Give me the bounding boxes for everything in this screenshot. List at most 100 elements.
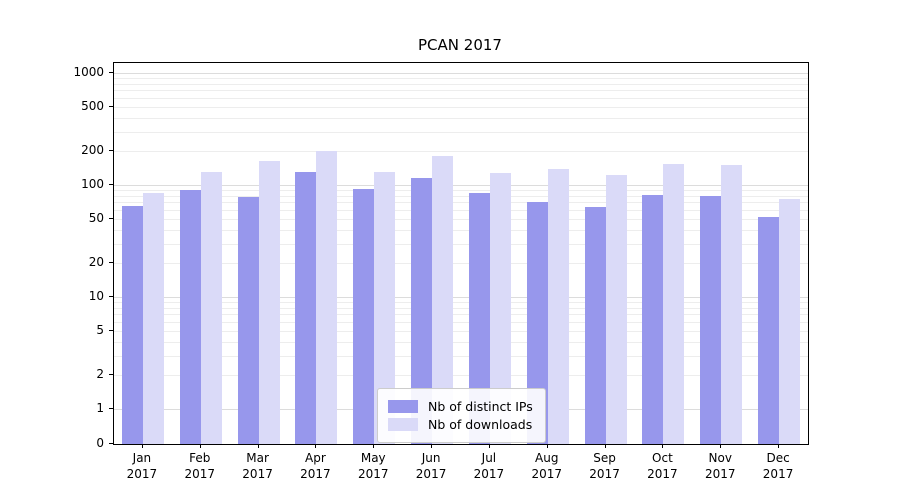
bar-downloads [200, 172, 222, 444]
x-tick-label: Aug 2017 [531, 451, 563, 481]
gridline [114, 330, 808, 332]
y-tick-mark [109, 296, 113, 297]
gridline [114, 209, 808, 211]
x-tick-mark [315, 444, 317, 448]
legend: Nb of distinct IPs Nb of downloads [377, 388, 546, 443]
y-tick-label: 2 [96, 367, 104, 382]
x-tick-mark [199, 444, 201, 448]
gridline [114, 218, 808, 220]
bar-distinct-ips [179, 190, 201, 444]
gridline [114, 195, 808, 197]
bar-distinct-ips [468, 192, 490, 444]
legend-item-downloads: Nb of downloads [388, 417, 533, 432]
x-tick-mark [488, 444, 490, 448]
x-tick-label: Apr 2017 [300, 451, 331, 481]
x-tick-label: Dec 2017 [762, 451, 794, 481]
gridline [114, 131, 808, 133]
y-tick-mark [109, 184, 113, 185]
bar-downloads [779, 198, 801, 444]
x-tick-label: Oct 2017 [647, 451, 678, 481]
x-tick-mark [604, 444, 606, 448]
y-tick-label: 0 [96, 436, 104, 450]
y-tick-label: 5 [96, 322, 104, 337]
y-tick-label: 10 [88, 289, 104, 303]
gridline [114, 263, 808, 265]
bar-distinct-ips [237, 197, 259, 444]
bar-downloads [547, 168, 569, 444]
y-tick-label: 20 [88, 255, 104, 270]
gridline [114, 202, 808, 204]
y-tick-mark [109, 408, 113, 409]
x-tick-label: Sep 2017 [589, 451, 620, 481]
bar-distinct-ips [700, 195, 722, 444]
gridline [114, 302, 808, 304]
bar-downloads [258, 160, 280, 444]
y-tick-mark [109, 105, 113, 107]
gridline [114, 190, 808, 192]
gridline [114, 314, 808, 316]
legend-swatch-distinct-ips [388, 400, 418, 413]
chart-title: PCAN 2017 [418, 36, 502, 54]
bar-distinct-ips [758, 216, 780, 444]
y-tick-mark [109, 217, 113, 219]
x-tick-label: Nov 2017 [704, 451, 736, 481]
x-tick-mark [546, 444, 548, 448]
bar-downloads [316, 151, 338, 444]
bar-distinct-ips [584, 207, 606, 444]
bar-distinct-ips [526, 202, 548, 444]
gridline [114, 375, 808, 377]
bar-distinct-ips [411, 178, 433, 444]
gridline [114, 151, 808, 153]
gridline [114, 297, 808, 298]
bar-downloads [432, 156, 454, 444]
gridline [114, 83, 808, 85]
legend-label-downloads: Nb of downloads [428, 417, 533, 432]
x-tick-label: Jun 2017 [415, 451, 447, 481]
bar-downloads [605, 175, 627, 444]
y-tick-label: 100 [81, 177, 104, 191]
x-tick-label: Jul 2017 [473, 451, 505, 481]
bar-distinct-ips [121, 205, 143, 444]
bar-downloads [374, 172, 396, 444]
y-tick-mark [109, 72, 113, 73]
y-tick-label: 200 [81, 143, 104, 158]
gridline [114, 73, 808, 74]
x-tick-mark [431, 444, 433, 448]
y-tick-label: 1000 [73, 65, 104, 79]
plot-area [113, 62, 809, 445]
x-tick-label: Jan 2017 [126, 451, 158, 481]
gridline [114, 90, 808, 92]
gridline [114, 341, 808, 343]
gridline [114, 97, 808, 99]
bar-distinct-ips [642, 194, 664, 444]
legend-item-distinct-ips: Nb of distinct IPs [388, 399, 533, 414]
y-tick-mark [109, 329, 113, 331]
gridline [114, 355, 808, 357]
gridline [114, 185, 808, 186]
y-tick-label: 50 [88, 210, 104, 225]
gridline [114, 229, 808, 231]
gridline [114, 307, 808, 309]
gridline [114, 78, 808, 80]
bar-downloads [663, 163, 685, 444]
gridline [114, 117, 808, 119]
y-tick-label: 1 [96, 401, 104, 415]
x-tick-mark [778, 444, 780, 448]
x-tick-mark [141, 444, 143, 448]
x-tick-label: Feb 2017 [184, 451, 216, 481]
y-tick-mark [109, 374, 113, 376]
y-tick-mark [109, 262, 113, 264]
x-tick-mark [257, 444, 259, 448]
bar-downloads [721, 164, 743, 444]
x-tick-label: Mar 2017 [242, 451, 273, 481]
bar-distinct-ips [295, 172, 317, 444]
gridline [114, 106, 808, 108]
gridline [114, 243, 808, 245]
gridline [114, 321, 808, 323]
bar-downloads [489, 172, 511, 444]
legend-label-distinct-ips: Nb of distinct IPs [428, 399, 533, 414]
x-tick-mark [720, 444, 722, 448]
x-tick-mark [373, 444, 375, 448]
y-tick-label: 500 [81, 98, 104, 113]
